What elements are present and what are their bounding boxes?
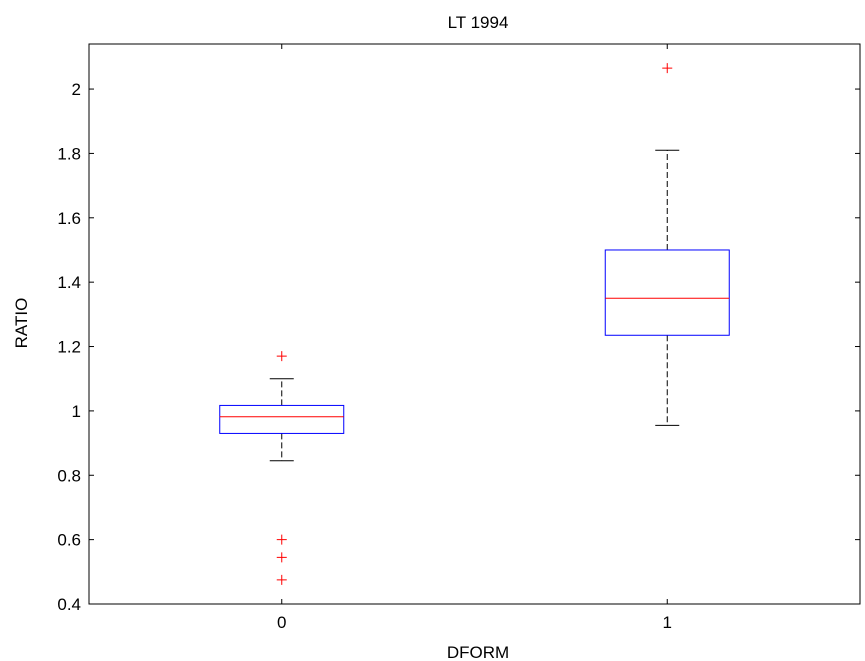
outlier-marker [276, 574, 287, 585]
plot-frame [88, 43, 861, 605]
x-axis-label: DFORM [447, 643, 509, 661]
y-tick-label: 1.4 [57, 273, 81, 292]
box-iqr [604, 249, 730, 336]
x-tick-label: 1 [663, 613, 672, 632]
outlier-marker [662, 63, 673, 74]
box-iqr [219, 404, 345, 434]
y-axis-label: RATIO [12, 298, 31, 349]
y-tick-label: 1.8 [57, 144, 81, 163]
x-tick-label: 0 [277, 613, 286, 632]
y-tick-label: 1 [72, 402, 81, 421]
y-tick-label: 0.6 [57, 531, 81, 550]
outlier-marker [276, 552, 287, 563]
plot-area: 0.4 0.6 0.8 1 1.2 1.4 1.6 1.8 2 0 1 [57, 43, 861, 632]
outlier-marker [276, 351, 287, 362]
chart-title: LT 1994 [448, 13, 509, 32]
y-tick-label: 1.6 [57, 209, 81, 228]
y-tick-label: 0.8 [57, 466, 81, 485]
y-tick-label: 0.4 [57, 595, 81, 614]
y-tick-label: 1.2 [57, 338, 81, 357]
y-tick-label: 2 [72, 80, 81, 99]
outlier-marker [276, 534, 287, 545]
